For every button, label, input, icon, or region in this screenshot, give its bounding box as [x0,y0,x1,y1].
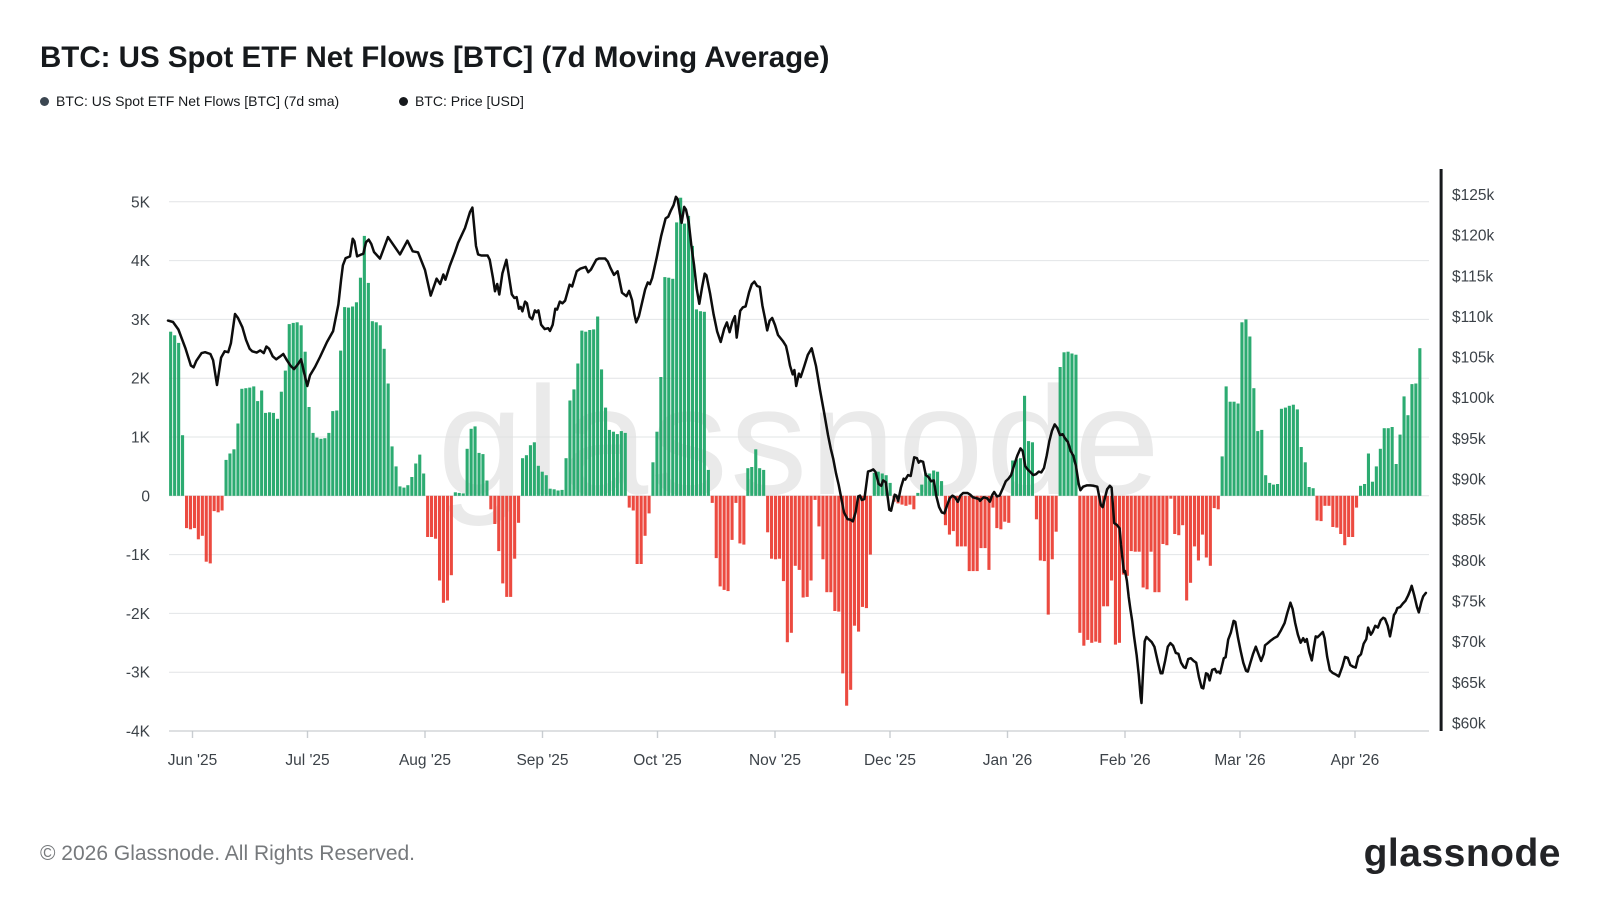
svg-text:$70k: $70k [1452,634,1486,651]
svg-text:$100k: $100k [1452,390,1494,407]
svg-text:3K: 3K [131,312,151,329]
svg-text:4K: 4K [131,253,151,270]
svg-text:$80k: $80k [1452,553,1486,570]
svg-text:Feb '26: Feb '26 [1099,752,1150,769]
svg-text:2K: 2K [131,371,151,388]
svg-text:Nov '25: Nov '25 [749,752,801,769]
svg-text:Sep '25: Sep '25 [516,752,568,769]
svg-text:Jan '26: Jan '26 [983,752,1033,769]
svg-text:1K: 1K [131,430,151,447]
svg-text:$110k: $110k [1452,309,1493,326]
svg-text:Jul '25: Jul '25 [285,752,329,769]
svg-text:5K: 5K [131,194,151,211]
svg-text:$125k: $125k [1452,187,1494,204]
svg-text:Dec '25: Dec '25 [864,752,916,769]
svg-text:-4K: -4K [126,724,151,741]
svg-text:0: 0 [141,488,150,505]
svg-text:$85k: $85k [1452,512,1486,529]
svg-text:Oct '25: Oct '25 [633,752,682,769]
svg-text:Mar '26: Mar '26 [1214,752,1265,769]
svg-text:$120k: $120k [1452,228,1494,245]
svg-text:$90k: $90k [1452,472,1486,489]
svg-text:-1K: -1K [126,547,151,564]
svg-text:-3K: -3K [126,665,151,682]
svg-text:$75k: $75k [1452,594,1486,611]
svg-text:$105k: $105k [1452,350,1494,367]
svg-text:Apr '26: Apr '26 [1331,752,1380,769]
svg-text:$65k: $65k [1452,675,1486,692]
svg-text:Aug '25: Aug '25 [399,752,451,769]
svg-text:Jun '25: Jun '25 [168,752,218,769]
svg-text:-2K: -2K [126,606,151,623]
svg-text:$60k: $60k [1452,715,1486,732]
svg-text:$95k: $95k [1452,431,1486,448]
svg-text:$115k: $115k [1452,268,1493,285]
